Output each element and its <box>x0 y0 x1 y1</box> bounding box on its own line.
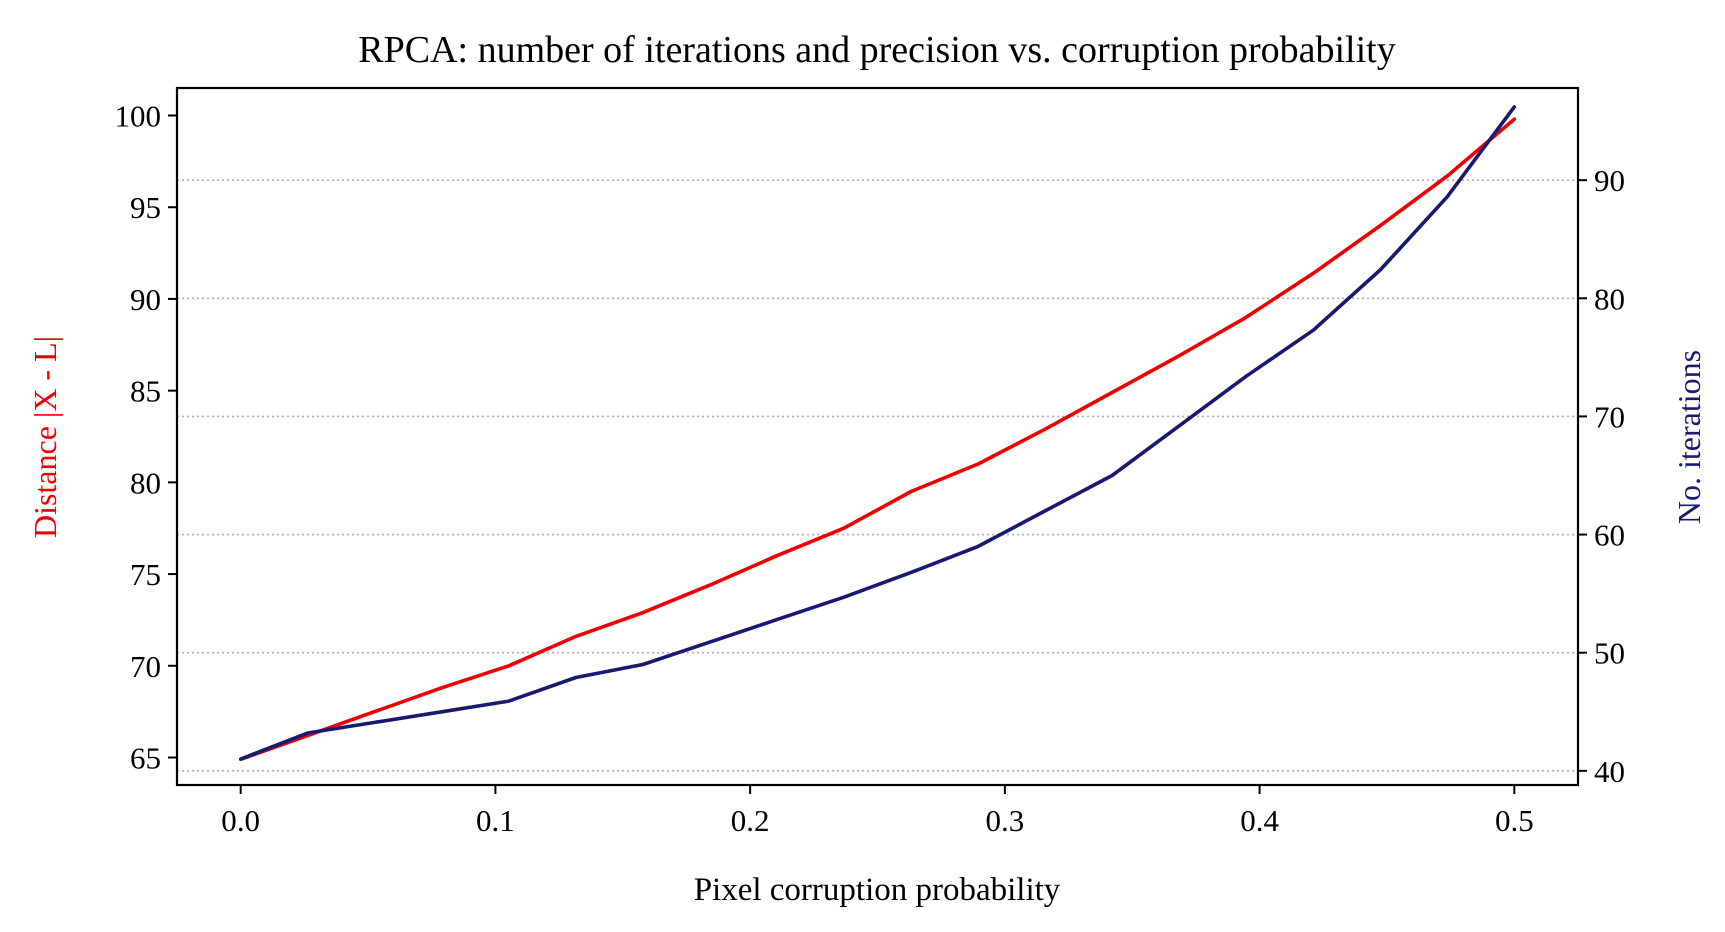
x-tick-label: 0.3 <box>985 803 1024 838</box>
y-left-tick-label: 75 <box>130 557 161 592</box>
x-tick-label: 0.2 <box>731 803 770 838</box>
y-axis-left-label: Distance |X - L| <box>27 336 63 538</box>
y-left-tick-label: 90 <box>130 282 161 317</box>
x-tick-label: 0.5 <box>1495 803 1534 838</box>
y-axis-right-label: No. iterations <box>1671 350 1707 524</box>
y-right-tick-label: 70 <box>1594 399 1625 434</box>
x-tick-label: 0.1 <box>476 803 515 838</box>
y-left-tick-label: 65 <box>130 740 161 775</box>
series-layer <box>238 105 1517 762</box>
y-left-tick-label: 70 <box>130 649 161 684</box>
y-right-tick-label: 90 <box>1594 163 1625 198</box>
chart-title: RPCA: number of iterations and precision… <box>358 29 1395 71</box>
y-axis-left: 65 70 75 80 85 90 95 100 <box>115 99 177 775</box>
gridlines <box>177 179 1578 772</box>
x-tick-label: 0.4 <box>1240 803 1279 838</box>
y-axis-right: 40 50 60 70 80 90 <box>1578 163 1625 789</box>
y-left-tick-label: 95 <box>130 190 161 225</box>
y-left-tick-label: 85 <box>130 374 161 409</box>
x-axis-label: Pixel corruption probability <box>694 872 1061 908</box>
y-left-tick-label: 100 <box>115 99 162 134</box>
y-right-tick-label: 40 <box>1594 754 1625 789</box>
x-axis: 0.0 0.1 0.2 0.3 0.4 0.5 <box>221 785 1534 838</box>
iterations-series-line <box>238 105 1517 761</box>
y-right-tick-label: 50 <box>1594 636 1625 671</box>
plot-frame <box>175 86 1580 787</box>
y-left-tick-label: 80 <box>130 465 161 500</box>
y-right-tick-label: 80 <box>1594 281 1625 316</box>
x-tick-label: 0.0 <box>221 803 260 838</box>
distance-series-line <box>238 117 1517 762</box>
y-right-tick-label: 60 <box>1594 518 1625 553</box>
